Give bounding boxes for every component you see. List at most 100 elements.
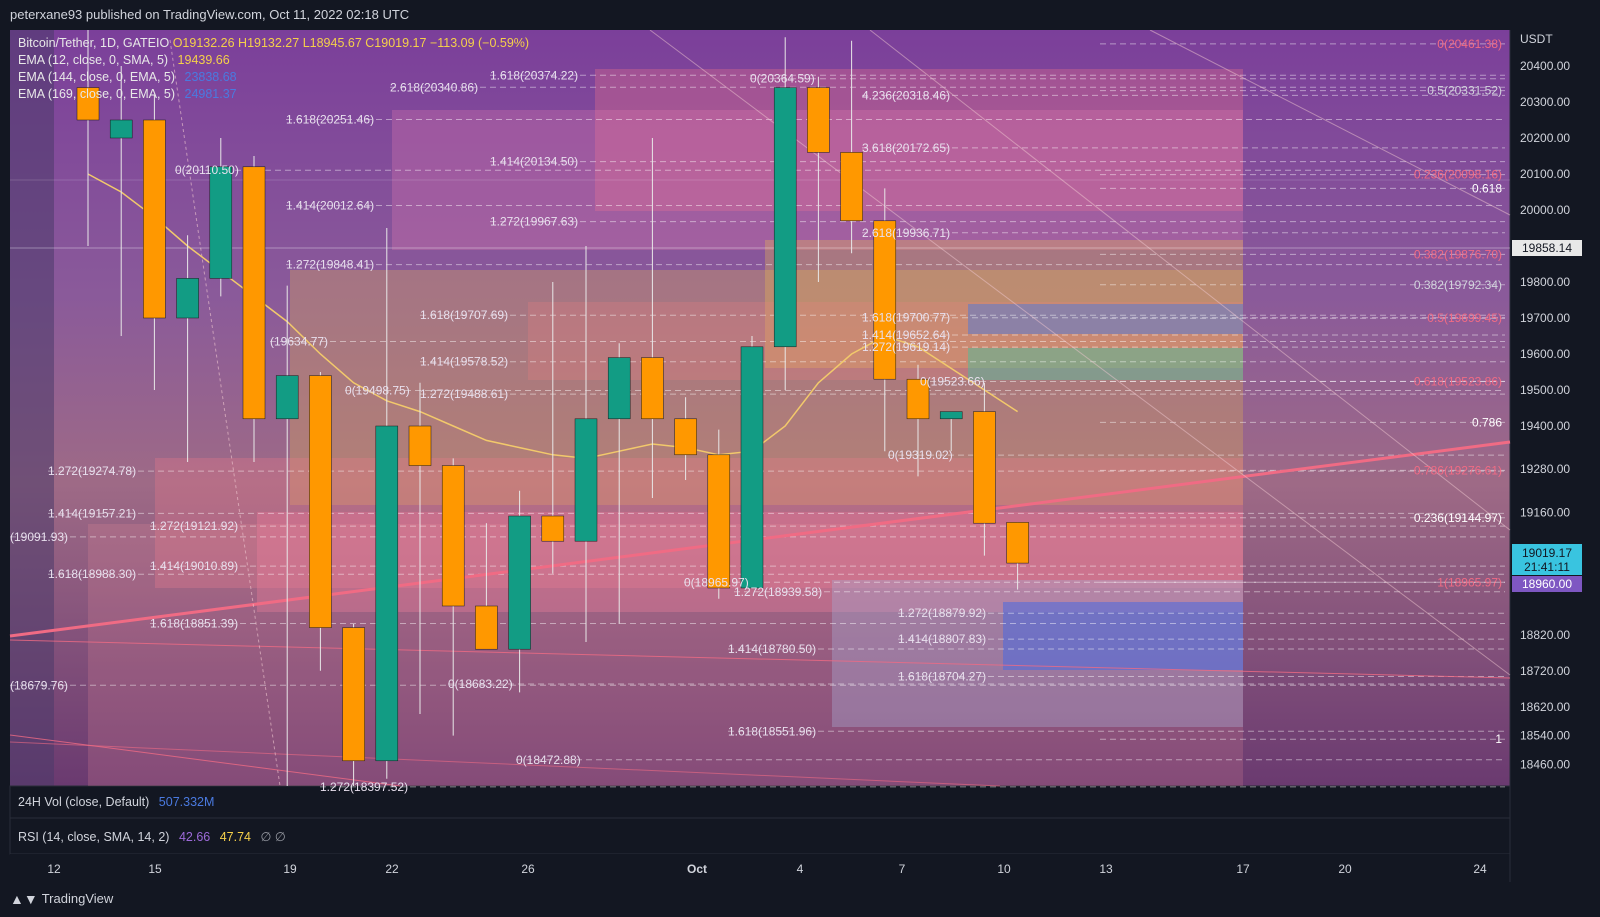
fib-label: 1.414(18807.83) [898, 632, 986, 646]
fib-label: 1.414(18780.50) [728, 642, 816, 656]
fib-label: 1.414(20012.64) [286, 198, 374, 212]
candle [607, 343, 631, 624]
candle-body [740, 346, 764, 589]
candle [873, 188, 897, 452]
price-tick-label: 20100.00 [1520, 167, 1570, 181]
price-tick-label: 20300.00 [1520, 95, 1570, 109]
candle [209, 138, 233, 297]
fib-label: 0(18472.88) [516, 753, 581, 767]
fib-label: 0.5(19699.45) [1427, 311, 1502, 325]
symbol-label[interactable]: Bitcoin/Tether, 1D, GATEIO [18, 36, 170, 50]
candle-body [541, 515, 565, 542]
price-axis-background [1510, 30, 1600, 786]
candle [740, 336, 764, 589]
fib-label: 1.414(19652.64) [862, 328, 950, 342]
candle-body [475, 605, 498, 650]
time-tick-label: 10 [997, 862, 1011, 876]
candle [441, 458, 465, 736]
volume-value: 507.332M [158, 795, 215, 809]
candle [674, 397, 697, 480]
fib-label: 1.414(19010.89) [150, 559, 238, 573]
candle-body [873, 220, 897, 380]
price-tick-label: 19500.00 [1520, 383, 1570, 397]
high-value: H19132.27 [238, 36, 300, 50]
candle [342, 624, 365, 786]
price-tick-label: 19280.00 [1520, 462, 1570, 476]
tradingview-logo-icon: ▲▼ [10, 891, 38, 907]
fib-label: 1.618(20374.22) [490, 68, 578, 82]
candle-body [574, 418, 598, 542]
candle [76, 0, 100, 246]
price-tick-label: 19800.00 [1520, 275, 1570, 289]
fib-label: 0.382(19876.70) [1414, 247, 1502, 261]
ema144-value: 23838.68 [184, 70, 237, 84]
candle [508, 490, 531, 693]
price-tick-label: 18820.00 [1520, 628, 1570, 642]
fib-label: 1.414(19578.52) [420, 355, 508, 369]
ema169-label[interactable]: EMA (169, close, 0, EMA, 5) [18, 87, 176, 101]
fib-label: 0(20110.50) [175, 163, 239, 177]
time-tick-label: 24 [1473, 862, 1487, 876]
fib-label: 1.618(18988.30) [48, 567, 136, 581]
candle-body [674, 418, 697, 456]
candle-body [840, 152, 863, 222]
svg-text:19019.17: 19019.17 [1522, 546, 1572, 560]
fib-label: 1.414(19157.21) [48, 506, 136, 520]
candles [76, 0, 1029, 786]
candle [109, 66, 133, 336]
fib-label: 0(20461.38) [1437, 37, 1502, 51]
fib-label: 1(18965.97) [1437, 575, 1502, 589]
fib-label: 1.414(20134.50) [490, 155, 578, 169]
candle-body [1006, 522, 1029, 564]
ema12-label[interactable]: EMA (12, close, 0, SMA, 5) [18, 53, 169, 67]
fib-label: 0(18965.97) [684, 575, 749, 589]
rsi-label[interactable]: RSI (14, close, SMA, 14, 2) [18, 830, 170, 844]
ema12-value: 19439.66 [177, 53, 230, 67]
candle-body [109, 119, 133, 139]
candle [973, 382, 996, 556]
candle [1006, 522, 1029, 590]
time-axis[interactable]: 12 15 19 22 26 Oct 4 7 10 13 17 20 24 [47, 862, 1487, 876]
candle [309, 372, 332, 671]
fib-levels [10, 43, 1505, 788]
fib-label: 2.618(20340.86) [390, 80, 478, 94]
time-tick-label: 22 [385, 862, 399, 876]
candle [541, 282, 565, 574]
fib-label: 0.786 [1472, 415, 1502, 429]
candle-body [143, 119, 166, 319]
fib-label: 1.618(20251.46) [286, 112, 374, 126]
rsi-panel-label: RSI (14, close, SMA, 14, 2) 42.66 47.74 … [18, 829, 286, 844]
fib-label: (19634.77) [270, 334, 328, 348]
fib-label: 0.786(19276.61) [1414, 463, 1502, 477]
time-tick-label: 12 [47, 862, 61, 876]
volume-label[interactable]: 24H Vol (close, Default) [18, 795, 150, 809]
fib-label: 1.272(19967.63) [490, 215, 578, 229]
fib-label: 1.272(18879.92) [898, 606, 986, 620]
fib-label: 1.272(19121.92) [150, 519, 238, 533]
time-tick-label: 15 [148, 862, 162, 876]
candle [475, 523, 498, 650]
fib-label: 0(18683.22) [448, 677, 513, 691]
rsi-ma-value: 47.74 [219, 830, 251, 844]
fib-label: 3.618(20172.65) [862, 141, 950, 155]
time-tick-label: 26 [521, 862, 535, 876]
ema144-label[interactable]: EMA (144, close, 0, EMA, 5) [18, 70, 176, 84]
candle-body [342, 627, 365, 762]
chart-legend: Bitcoin/Tether, 1D, GATEIO O19132.26 H19… [18, 35, 529, 103]
candle-body [309, 375, 332, 628]
fib-label: 0.618 [1472, 181, 1502, 195]
candle [773, 37, 797, 390]
candle-body [275, 375, 299, 420]
fib-label: 1.272(19619.14) [862, 340, 950, 354]
change-value: −113.09 (−0.59%) [429, 36, 530, 50]
fib-label: 1.272(18939.58) [734, 585, 822, 599]
price-axis[interactable]: 20400.00 20300.00 20200.00 20100.00 20000.00… [1520, 59, 1570, 771]
footer-brand[interactable]: ▲▼ TradingView [0, 886, 200, 912]
candle [906, 364, 930, 477]
candle-body [441, 465, 465, 607]
candle-body [939, 411, 963, 420]
fib-label: 1.272(18397.52) [320, 780, 408, 794]
fib-label: 0.382(19792.34) [1414, 278, 1502, 292]
alert-price-tag: 18960.00 [1512, 576, 1582, 592]
